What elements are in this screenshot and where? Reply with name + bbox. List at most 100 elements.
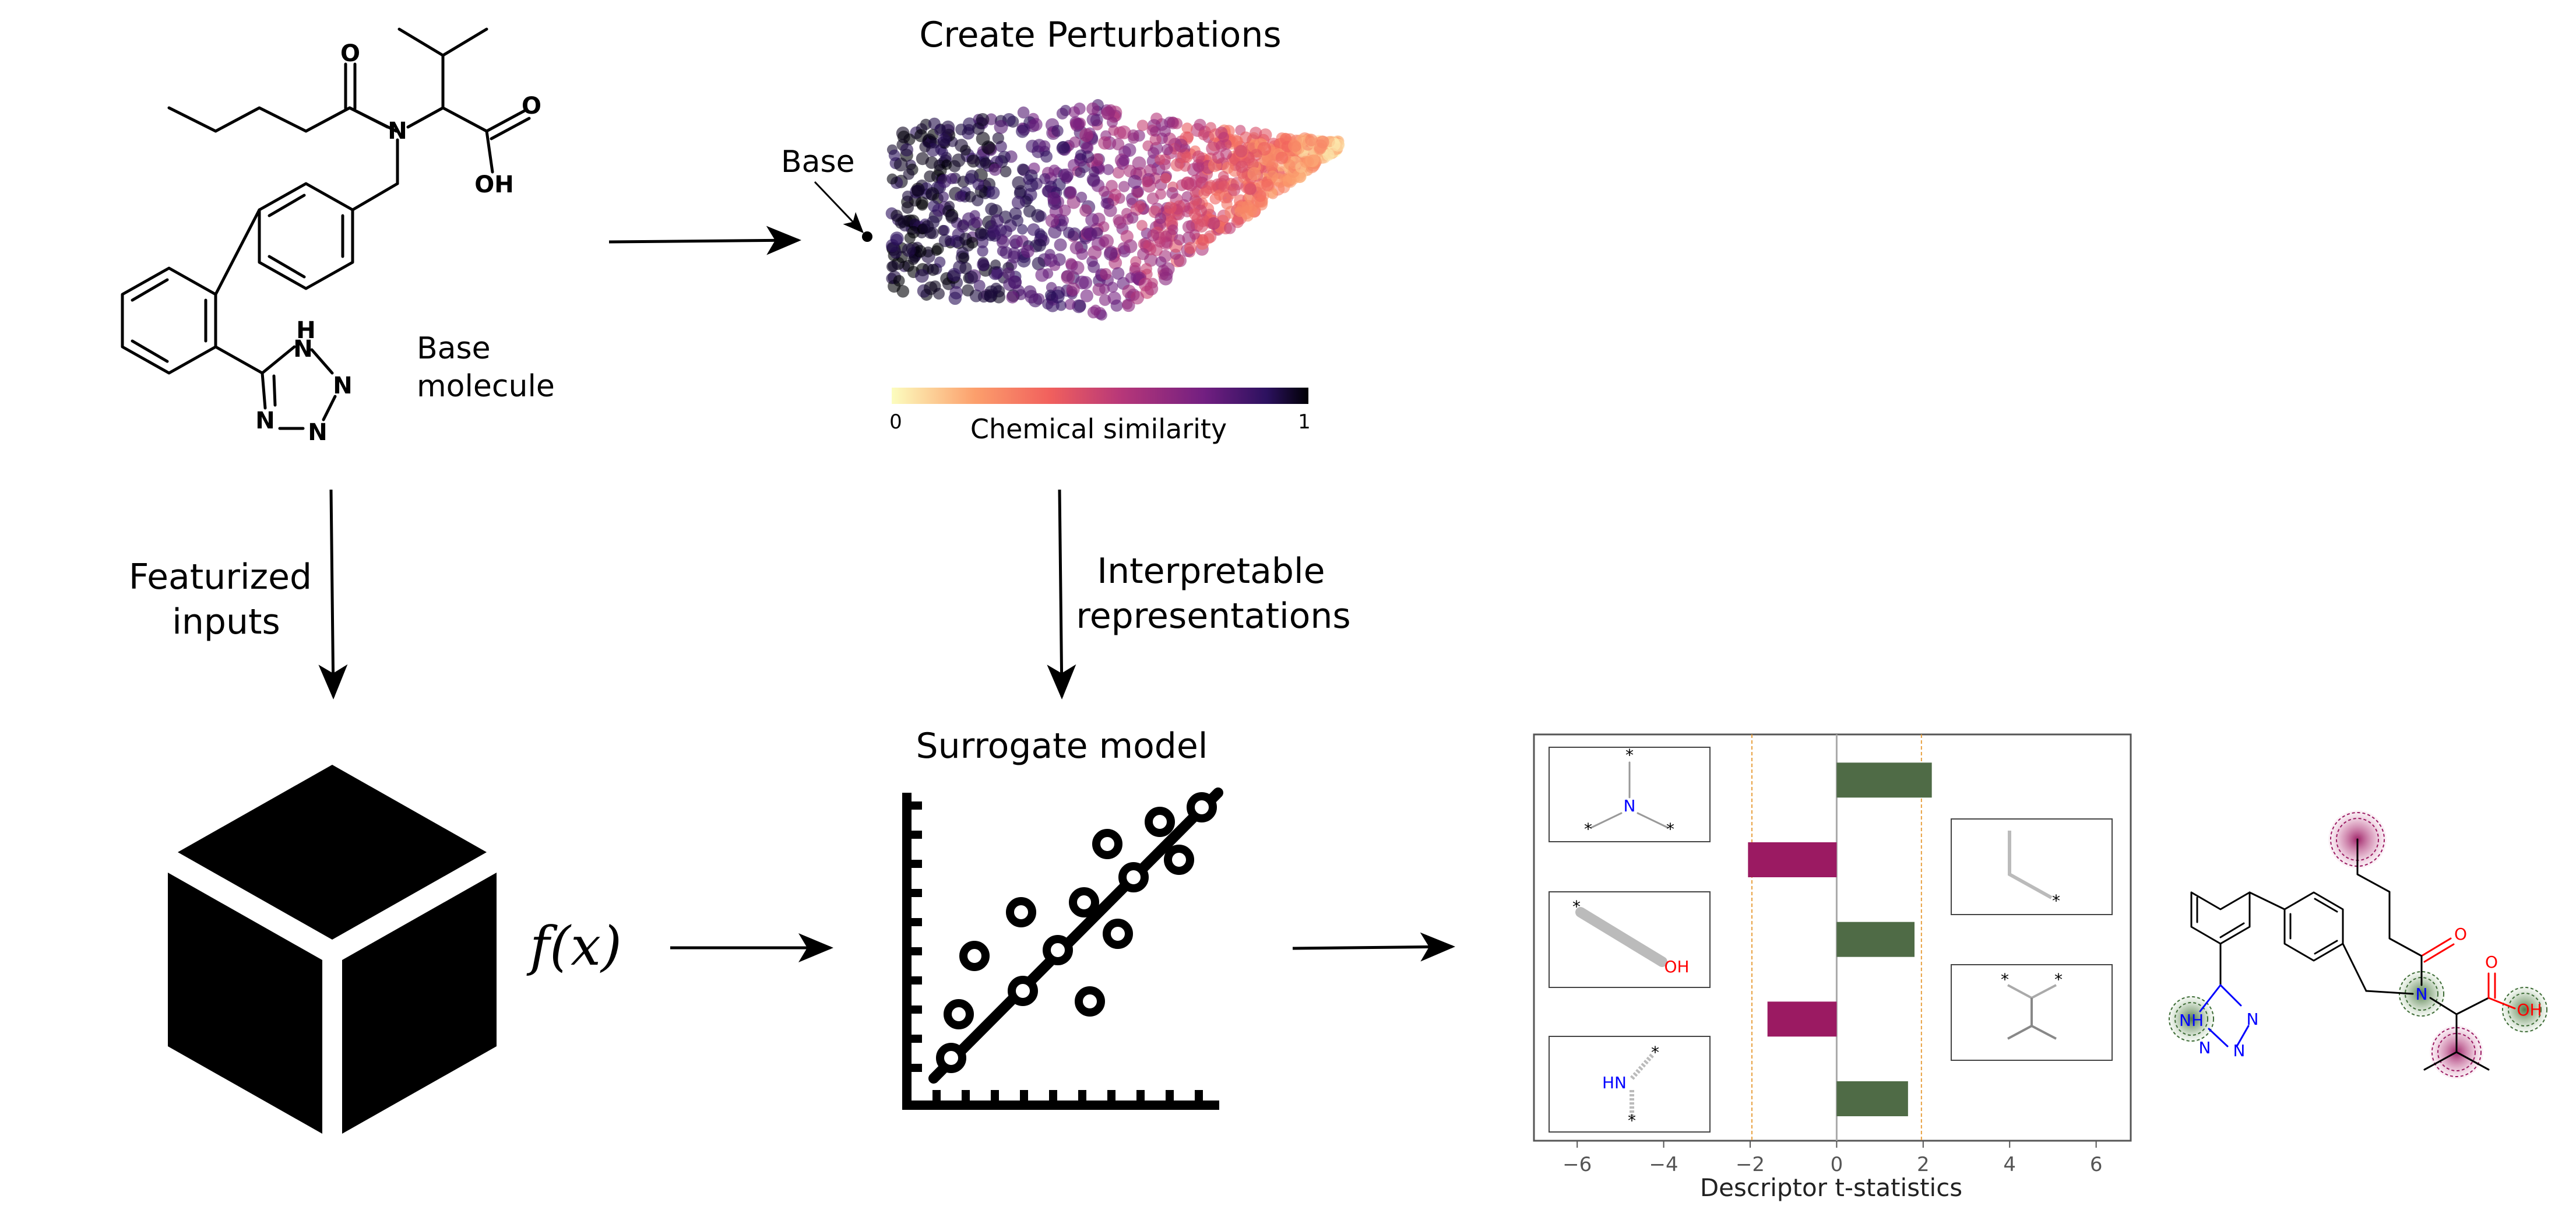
perturbation-point xyxy=(1127,129,1139,141)
perturbation-point xyxy=(1099,294,1111,306)
perturbation-point xyxy=(912,184,925,198)
perturbation-point xyxy=(1012,176,1026,190)
perturbation-point xyxy=(1066,282,1080,296)
perturbation-point xyxy=(1047,191,1061,205)
perturbation-point xyxy=(1284,159,1295,170)
perturbation-point xyxy=(1142,175,1154,188)
perturbation-point xyxy=(1150,126,1161,137)
perturbation-point xyxy=(1181,122,1193,134)
perturbation-point xyxy=(938,234,952,248)
featurized-label-line2: inputs xyxy=(172,602,280,642)
perturbation-point xyxy=(939,224,950,236)
perturbation-point xyxy=(1217,171,1229,182)
perturbation-point xyxy=(1280,133,1292,145)
perturbation-point xyxy=(1118,181,1130,192)
perturbation-point xyxy=(1254,189,1266,202)
highlight-negative xyxy=(2328,810,2483,1079)
tstat-bar xyxy=(1836,762,1932,798)
perturbation-point xyxy=(1181,191,1193,202)
perturbation-point xyxy=(991,268,1003,280)
perturbation-point xyxy=(1167,117,1178,128)
fragment-star: * xyxy=(1584,820,1592,839)
perturbation-point xyxy=(938,191,949,202)
perturbation-point xyxy=(1026,139,1039,153)
perturbation-point xyxy=(1207,217,1220,230)
regression-point xyxy=(1069,887,1099,917)
perturbation-point xyxy=(934,256,946,268)
perturbation-point xyxy=(1040,150,1053,163)
perturbation-point xyxy=(896,285,910,298)
perturbation-point xyxy=(1235,160,1248,173)
regression-point xyxy=(936,1043,966,1073)
perturbation-point xyxy=(990,259,1001,270)
perturbation-point xyxy=(1087,306,1100,319)
perturbation-point xyxy=(889,247,902,259)
fragment-secondary-amine: HN * * xyxy=(1549,1036,1711,1133)
perturbation-point xyxy=(1134,201,1146,213)
perturbation-point xyxy=(1146,192,1159,205)
perturbation-point xyxy=(1123,239,1138,254)
fragment-hydroxyl: * OH xyxy=(1549,891,1711,988)
perturbation-point xyxy=(1098,236,1110,247)
perturbation-point xyxy=(1048,164,1060,176)
perturbation-point xyxy=(1138,277,1153,291)
fragment-hn-label: HN xyxy=(1602,1073,1627,1092)
arrow-featurized xyxy=(318,489,348,699)
tstat-bar xyxy=(1836,1081,1908,1116)
perturbation-point xyxy=(1074,300,1086,312)
perturbation-point xyxy=(1136,220,1148,231)
perturbation-point xyxy=(903,168,915,180)
perturbation-point xyxy=(1098,185,1110,197)
perturbation-point xyxy=(893,157,908,172)
perturbation-point xyxy=(1127,212,1139,224)
perturbation-point xyxy=(1002,267,1015,280)
fragment-star: * xyxy=(1666,820,1674,839)
perturbation-point xyxy=(1068,227,1082,241)
regression-point xyxy=(1118,862,1149,892)
perturbation-point xyxy=(988,163,1002,176)
perturbation-point xyxy=(1100,268,1112,280)
perturbation-point xyxy=(1122,298,1133,310)
perturbation-point xyxy=(1227,183,1241,196)
perturbation-point xyxy=(937,133,951,146)
perturbation-point xyxy=(1023,205,1036,218)
x-tick-label: 6 xyxy=(2090,1153,2103,1176)
perturbation-point xyxy=(1234,145,1248,158)
fragment-isopropyl: * * xyxy=(1951,964,2113,1061)
perturbation-point xyxy=(990,282,1002,294)
perturbation-point xyxy=(1132,156,1146,171)
base-molecule-label-line2: molecule xyxy=(417,369,555,404)
perturbation-point xyxy=(986,186,1000,200)
perturbation-point xyxy=(1189,208,1201,220)
perturbation-point xyxy=(1110,299,1123,312)
tstat-bar xyxy=(1748,842,1837,877)
perturbation-point xyxy=(923,281,938,296)
colorbar-min-label: 0 xyxy=(889,410,902,434)
regression-point xyxy=(1103,919,1133,949)
base-molecule-structure xyxy=(121,27,531,430)
perturbation-point xyxy=(941,159,952,170)
perturbation-point xyxy=(1025,169,1038,182)
perturbation-point xyxy=(1064,298,1076,310)
perturbation-point xyxy=(1009,207,1022,220)
perturbation-point xyxy=(1090,113,1103,126)
perturbation-point xyxy=(1218,132,1229,143)
perturbation-point xyxy=(902,190,913,202)
perturbation-point xyxy=(958,252,969,263)
perturbation-point xyxy=(1237,201,1250,215)
perturbation-point xyxy=(928,200,940,212)
perturbation-point xyxy=(901,201,914,214)
hydroxyl-label: OH xyxy=(474,171,513,198)
perturbation-point xyxy=(1039,173,1051,185)
perturbation-point xyxy=(1075,149,1087,161)
perturbation-point xyxy=(1218,181,1230,192)
perturbation-point xyxy=(1054,238,1067,252)
explained-o-ketone-label: O xyxy=(2454,924,2467,944)
perturbation-point xyxy=(1079,128,1093,142)
perturbation-point xyxy=(1071,261,1085,275)
perturbation-point xyxy=(1205,180,1216,191)
perturbation-point xyxy=(916,152,930,166)
tetrazole-n-label: N xyxy=(333,372,352,399)
perturbation-point xyxy=(919,141,931,153)
x-tick-label: −2 xyxy=(1736,1153,1765,1176)
